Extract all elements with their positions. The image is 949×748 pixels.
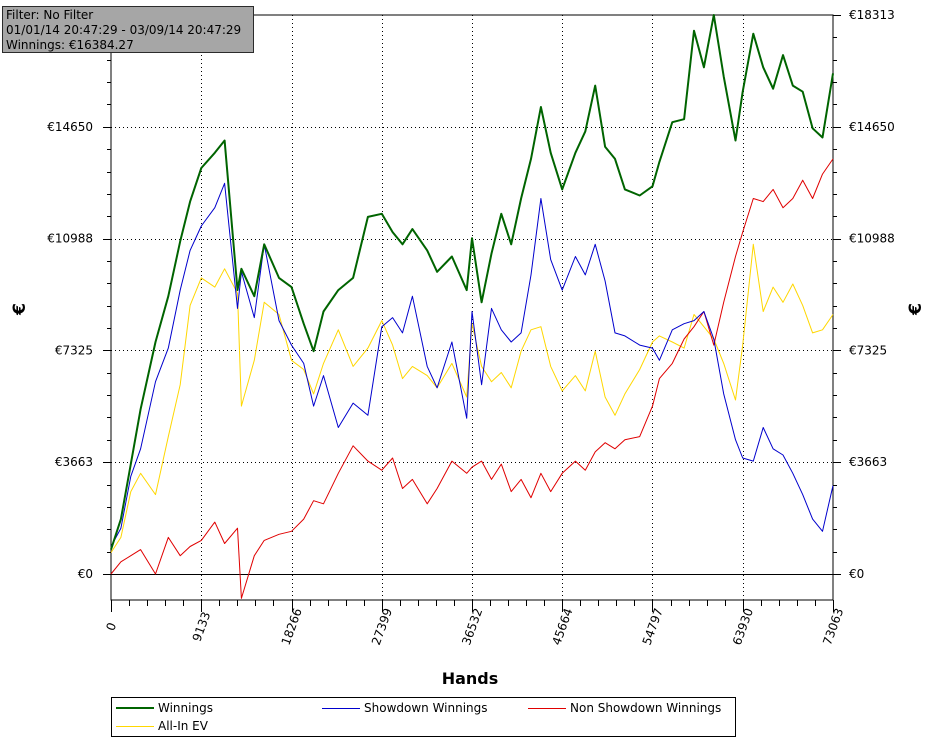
y-tick-label-left: €10988 bbox=[47, 232, 93, 246]
series-line-showdown-winnings bbox=[110, 182, 834, 547]
x-tick-label: 73063 bbox=[820, 606, 846, 647]
legend-label-allin-ev: All-In EV bbox=[158, 719, 208, 733]
y-tick-label-left: €14650 bbox=[47, 120, 93, 134]
x-tick-label: 27399 bbox=[369, 606, 395, 647]
winnings-text: Winnings: €16384.27 bbox=[6, 38, 134, 52]
y-tick-label-right: €0 bbox=[849, 567, 864, 581]
series-line-winnings bbox=[110, 14, 834, 550]
axis-ticks bbox=[103, 15, 841, 612]
legend-swatch-showdown bbox=[322, 707, 360, 709]
x-tick-label: 36532 bbox=[459, 606, 485, 647]
x-tick-label: 18266 bbox=[279, 606, 305, 647]
legend-label-winnings: Winnings bbox=[158, 701, 213, 715]
legend-label-showdown: Showdown Winnings bbox=[364, 701, 488, 715]
y-tick-labels-left: €0€3663€7325€10988€14650€18313 bbox=[47, 8, 93, 581]
legend-item-allin-ev: All-In EV bbox=[116, 718, 208, 734]
date-range-text: 01/01/14 20:47:29 - 03/09/14 20:47:29 bbox=[6, 23, 242, 37]
series-line-non-showdown-winnings bbox=[110, 158, 834, 599]
legend-swatch-winnings bbox=[116, 707, 154, 709]
filter-info-box: Filter: No Filter 01/01/14 20:47:29 - 03… bbox=[2, 6, 254, 53]
x-tick-label: 45664 bbox=[549, 606, 575, 647]
y-axis-label-left: € bbox=[10, 303, 30, 316]
x-axis-label: Hands bbox=[442, 669, 499, 688]
filter-text: Filter: No Filter bbox=[6, 8, 94, 22]
y-tick-label-right: €10988 bbox=[849, 232, 895, 246]
legend-item-winnings: Winnings bbox=[116, 700, 213, 716]
y-tick-label-right: €3663 bbox=[849, 455, 887, 469]
series-line-all-in-ev bbox=[110, 243, 834, 553]
y-tick-labels-right: €0 €3663 €7325 €10988 €14650 €18313 bbox=[849, 8, 895, 581]
legend-swatch-non-showdown bbox=[528, 707, 566, 709]
y-tick-label-right: €14650 bbox=[849, 120, 895, 134]
legend-label-non-showdown: Non Showdown Winnings bbox=[570, 701, 722, 715]
x-tick-label: 0 bbox=[103, 621, 119, 633]
y-axis-label-right: € bbox=[906, 303, 926, 316]
x-tick-labels: 0 9133 18266 27399 36532 45664 54797 63930 73063 bbox=[103, 606, 846, 647]
x-tick-label: 54797 bbox=[640, 606, 666, 647]
x-tick-label: 63930 bbox=[730, 606, 756, 647]
y-tick-label-left: €7325 bbox=[55, 343, 93, 357]
legend-swatch-allin-ev bbox=[116, 725, 154, 727]
legend-item-non-showdown: Non Showdown Winnings bbox=[528, 700, 721, 716]
series-lines bbox=[110, 14, 834, 599]
legend-item-showdown: Showdown Winnings bbox=[322, 700, 488, 716]
chart-legend: Winnings Showdown Winnings Non Showdown … bbox=[111, 697, 736, 737]
y-tick-label-left: €3663 bbox=[55, 455, 93, 469]
y-tick-label-right: €7325 bbox=[849, 343, 887, 357]
y-tick-label-right: €18313 bbox=[849, 8, 895, 22]
x-tick-label: 9133 bbox=[190, 610, 214, 643]
y-tick-label-left: €0 bbox=[78, 567, 93, 581]
